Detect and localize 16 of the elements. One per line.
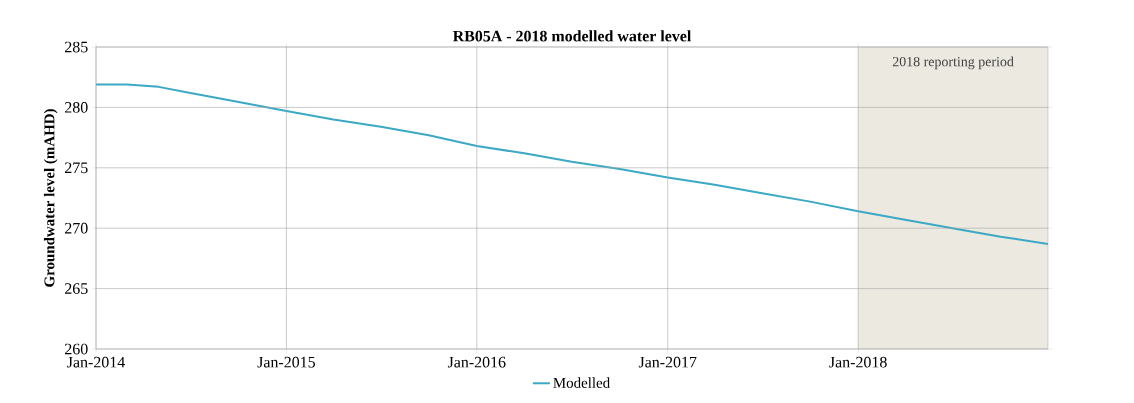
chart-title: RB05A - 2018 modelled water level	[452, 30, 692, 42]
x-tick-label: Jan-2018	[829, 356, 887, 368]
y-tick-label: 265	[65, 283, 88, 294]
band-label: 2018 reporting period	[892, 56, 1014, 70]
y-tick-label: 275	[65, 162, 88, 174]
y-axis-title: Groundwater level (mAHD)	[43, 109, 58, 287]
x-tick-label: Jan-2015	[257, 356, 315, 368]
line-series	[96, 83, 1049, 245]
x-tick-label: Jan-2017	[638, 356, 697, 368]
x-tick-label: Jan-2014	[67, 356, 125, 368]
y-tick-label: 280	[65, 102, 88, 113]
y-tick-label: 270	[65, 222, 88, 234]
legend-label: Modelled	[553, 377, 610, 388]
x-tick-label: Jan-2016	[447, 356, 506, 368]
y-tick-label: 260	[65, 343, 88, 355]
y-tick-label: 285	[65, 41, 88, 53]
